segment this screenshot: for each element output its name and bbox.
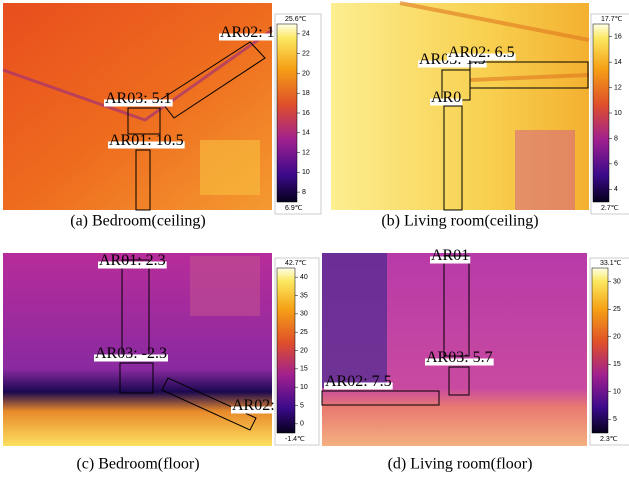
colorbar-tick-label: 15 [300,366,308,373]
colorbar-tick-label: 35 [300,292,308,299]
colorbar-max: 17.7℃ [601,16,623,23]
roi-label: AR0 [431,89,461,106]
colorbar-tick-label: 20 [302,70,310,77]
colorbar-tick-label: 20 [613,334,621,341]
colorbar-min: -1.4℃ [285,436,305,443]
colorbar-tick-label: 10 [300,384,308,391]
colorbar-tick-label: 4 [614,186,618,193]
colorbar-tick-label: 10 [614,110,622,117]
caption: (d) Living room(floor) [388,456,533,473]
colorbar-tick-label: 14 [614,59,622,66]
window [190,256,260,316]
colorbar-max: 33.1℃ [600,260,622,267]
colorbar [277,268,295,433]
roi-label: AR01: 2.3 [99,252,166,269]
colorbar-max: 25.6℃ [285,16,307,23]
roi-label: AR02: 6.5 [448,44,515,61]
colorbar-min: 6.9℃ [285,205,303,212]
roi-label: AR02: 7.5 [325,373,392,390]
window [200,140,260,195]
caption: (b) Living room(ceiling) [381,213,538,230]
colorbar-tick-label: 20 [300,347,308,354]
colorbar-tick-label: 6 [614,161,618,168]
colorbar-tick-label: 40 [300,274,308,281]
colorbar-tick-label: 22 [302,51,310,58]
colorbar [592,268,608,433]
colorbar-tick-label: 10 [302,169,310,176]
window [515,130,575,210]
door [322,253,387,388]
colorbar-tick-label: 5 [300,402,304,409]
colorbar-tick-label: 15 [613,361,621,368]
roi-label: AR03: 5.1 [105,90,172,107]
roi-label: AR03: -2.3 [95,345,167,362]
colorbar-tick-label: 12 [302,149,310,156]
roi-label: AR01: 10.5 [109,132,184,149]
colorbar-tick-label: 30 [613,279,621,286]
colorbar-tick-label: 24 [302,31,310,38]
colorbar-tick-label: 10 [613,389,621,396]
colorbar-tick-label: 0 [300,421,304,428]
colorbar-tick-label: 16 [302,110,310,117]
colorbar-tick-label: 30 [300,311,308,318]
colorbar-tick-label: 18 [302,90,310,97]
colorbar-tick-label: 8 [302,189,306,196]
colorbar-min: 2.3℃ [600,436,618,443]
colorbar [593,24,609,202]
colorbar-tick-label: 25 [613,306,621,313]
colorbar-tick-label: 16 [614,34,622,41]
caption: (c) Bedroom(floor) [76,456,199,473]
colorbar-tick-label: 8 [614,135,618,142]
caption: (a) Bedroom(ceiling) [70,213,206,230]
roi-label: AR03: 5.7 [426,349,493,366]
colorbar-tick-label: 25 [300,329,308,336]
colorbar-tick-label: 14 [302,130,310,137]
figure: AR02: 12.4AR03: 5.1AR01: 10.525.6℃6.9℃24… [0,0,629,477]
colorbar [277,24,297,202]
colorbar-tick-label: 12 [614,84,622,91]
colorbar-tick-label: 5 [613,416,617,423]
colorbar-max: 42.7℃ [285,260,307,267]
colorbar-min: 2.7℃ [601,205,619,212]
roi-label: AR01 [431,247,469,264]
